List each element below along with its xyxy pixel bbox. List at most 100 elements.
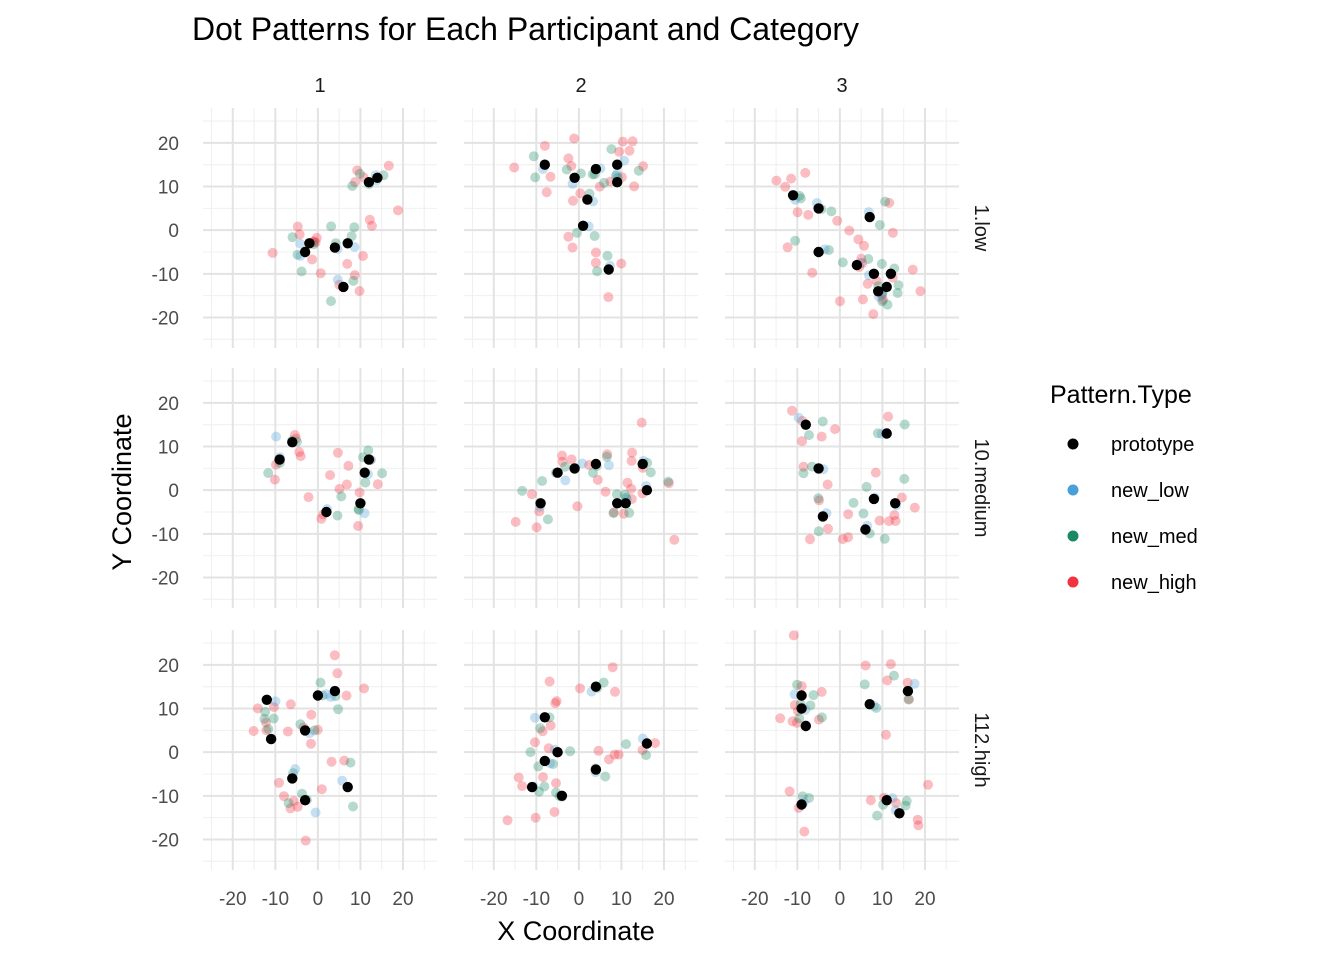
new-med-point bbox=[283, 798, 294, 809]
prototype-point bbox=[569, 172, 580, 183]
x-tick-label: 20 bbox=[914, 889, 935, 910]
new-high-point bbox=[617, 136, 628, 147]
prototype-point bbox=[321, 506, 332, 518]
new-med-point bbox=[525, 747, 536, 758]
new-med-point bbox=[817, 416, 828, 427]
new-high-point bbox=[883, 411, 894, 422]
column-strip-labels: 1 2 3 bbox=[314, 75, 847, 97]
column-strip-label: 3 bbox=[836, 75, 847, 97]
new-med-point bbox=[797, 791, 808, 802]
new-high-point bbox=[563, 153, 574, 164]
prototype-point bbox=[535, 498, 546, 509]
new-high-point bbox=[545, 720, 556, 731]
new-high-point bbox=[530, 812, 541, 823]
new-med-point bbox=[309, 725, 320, 736]
prototype-point bbox=[620, 498, 631, 509]
prototype-point bbox=[299, 725, 311, 736]
prototype-point bbox=[274, 454, 285, 465]
new-med-point bbox=[859, 679, 870, 690]
new-med-point bbox=[893, 280, 904, 291]
new-high-point bbox=[332, 668, 343, 679]
new-high-point bbox=[372, 479, 383, 490]
new-high-point bbox=[613, 749, 624, 760]
new-high-point bbox=[816, 686, 827, 697]
prototype-point bbox=[813, 203, 824, 214]
new-high-point bbox=[288, 796, 299, 807]
row-strip-labels: 1.low 10.medium 112.high bbox=[970, 205, 992, 788]
new-high-point bbox=[341, 690, 352, 701]
new-high-point bbox=[862, 278, 873, 289]
new-med-point bbox=[837, 257, 848, 268]
chart-title: Dot Patterns for Each Participant and Ca… bbox=[192, 11, 859, 47]
prototype-point bbox=[590, 764, 602, 775]
prototype-point bbox=[363, 177, 375, 188]
new-med-point bbox=[872, 428, 883, 439]
new-med-point bbox=[813, 526, 824, 537]
new-high-point bbox=[782, 242, 793, 253]
prototype-point bbox=[577, 220, 589, 231]
new-med-point bbox=[598, 677, 609, 688]
prototype-point bbox=[851, 259, 863, 271]
row-strip-label: 112.high bbox=[970, 712, 992, 787]
new-med-point bbox=[889, 670, 899, 681]
new-high-point bbox=[813, 714, 824, 725]
new-high-point bbox=[300, 835, 311, 846]
new-high-point bbox=[616, 258, 627, 269]
prototype-point bbox=[372, 172, 383, 183]
new-med-point bbox=[863, 254, 874, 264]
new-med-point bbox=[268, 713, 279, 724]
new-high-point bbox=[896, 492, 907, 503]
new-high-point bbox=[279, 791, 289, 802]
new-high-point bbox=[868, 309, 879, 320]
new-high-point bbox=[913, 820, 924, 831]
new-high-point bbox=[325, 470, 336, 481]
new-med-point bbox=[589, 231, 600, 241]
new-high-point bbox=[590, 257, 601, 268]
prototype-point bbox=[329, 685, 341, 697]
new-med-point bbox=[260, 706, 271, 717]
new-high-point bbox=[268, 702, 279, 713]
legend: Pattern.Type prototype new_low new_med new_… bbox=[1050, 381, 1198, 594]
x-tick-label: -10 bbox=[784, 889, 811, 910]
row-strip-label: 10.medium bbox=[970, 439, 992, 538]
new-high-point bbox=[923, 779, 933, 790]
new-high-point bbox=[510, 516, 521, 527]
y-tick-label: 10 bbox=[158, 700, 179, 721]
new-med-point bbox=[611, 489, 622, 500]
prototype-point bbox=[287, 773, 298, 784]
prototype-point bbox=[552, 747, 563, 758]
new-high-point bbox=[624, 145, 635, 156]
new-high-point bbox=[636, 417, 647, 428]
new-high-point bbox=[534, 506, 545, 517]
new-high-point bbox=[566, 454, 577, 465]
new-high-point bbox=[638, 161, 649, 172]
new-med-point bbox=[624, 507, 635, 518]
new-med-point bbox=[874, 220, 885, 230]
new-high-point bbox=[509, 162, 520, 173]
new-med-point bbox=[899, 419, 910, 430]
legend-label: new_high bbox=[1111, 572, 1197, 594]
new-med-point bbox=[880, 196, 891, 207]
new-high-point bbox=[915, 286, 926, 297]
prototype-point bbox=[817, 511, 829, 522]
new-med-point bbox=[900, 800, 911, 811]
new-low-point bbox=[321, 689, 332, 700]
x-tick-label: 10 bbox=[350, 889, 371, 910]
prototype-point bbox=[612, 177, 623, 188]
new-high-point bbox=[349, 177, 360, 188]
new-high-point bbox=[551, 778, 561, 789]
new-high-point bbox=[306, 738, 316, 749]
y-axis: -20 -10 0 10 20 -20 -10 0 10 20 -20 -10 0 10 20 bbox=[152, 134, 179, 852]
new-med-point bbox=[530, 172, 541, 183]
new-high-point bbox=[602, 449, 613, 460]
new-high-point bbox=[859, 240, 869, 251]
y-tick-label: 0 bbox=[168, 743, 179, 764]
new-high-point bbox=[359, 683, 369, 694]
new-high-point bbox=[835, 296, 845, 307]
new-high-point bbox=[292, 221, 303, 232]
new-high-point bbox=[853, 234, 864, 245]
column-strip-label: 2 bbox=[575, 75, 586, 97]
x-tick-label: -20 bbox=[741, 889, 768, 910]
prototype-point bbox=[338, 281, 349, 293]
new-med-point bbox=[565, 746, 576, 757]
